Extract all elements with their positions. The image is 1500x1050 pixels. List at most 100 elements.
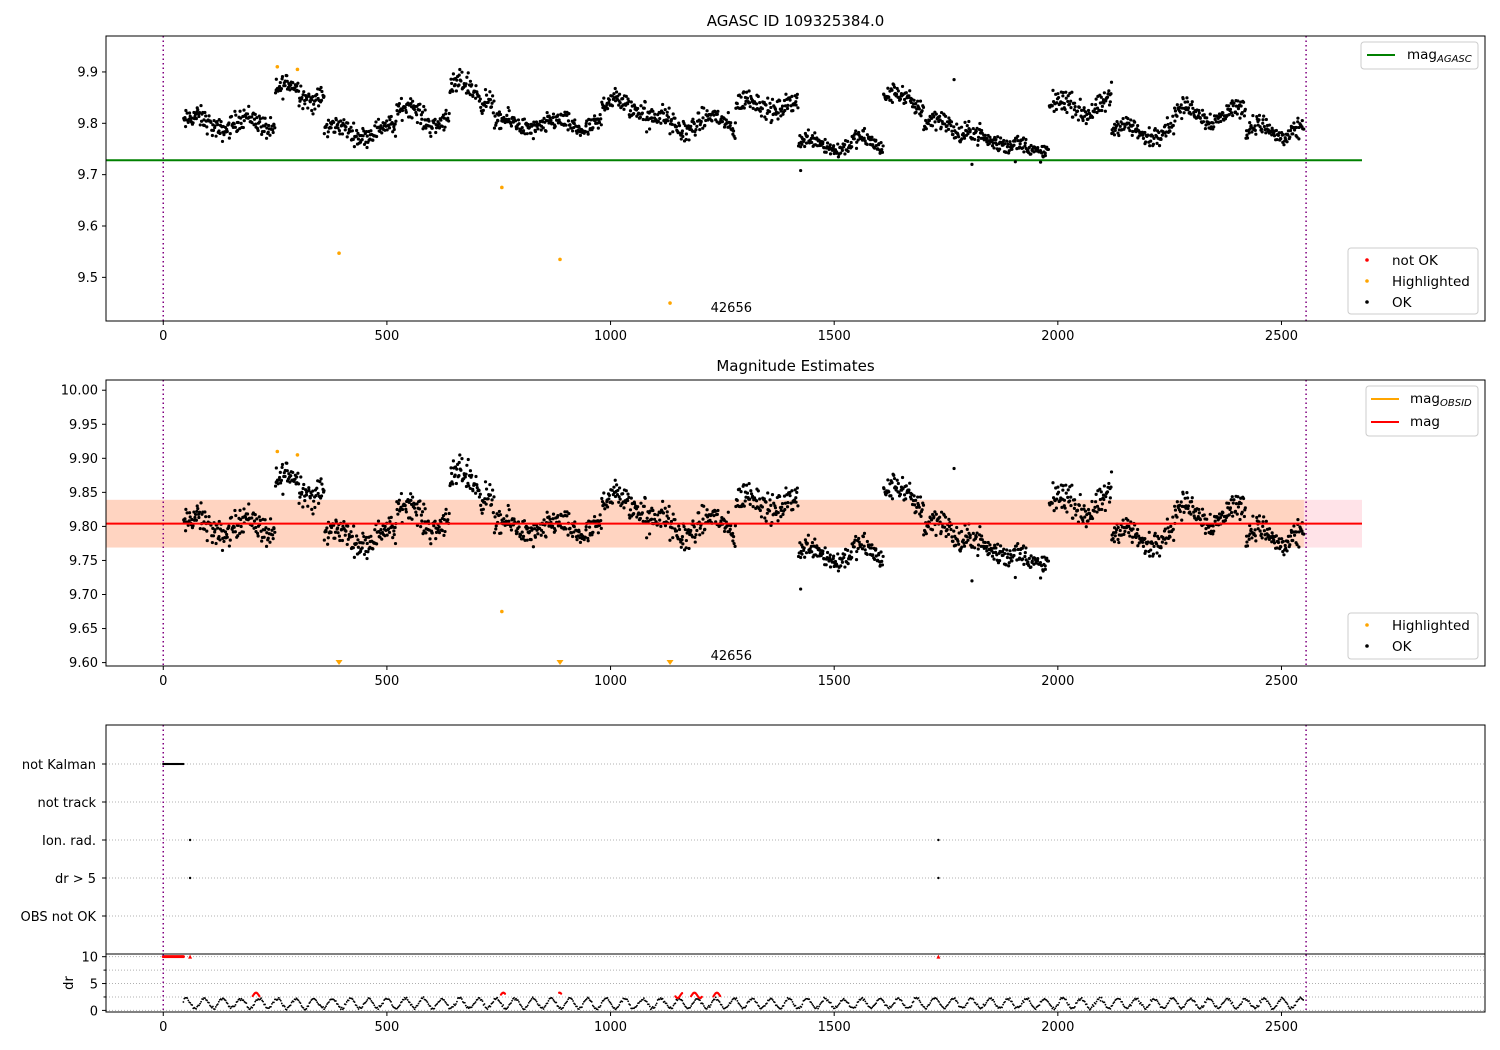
ok-point <box>663 108 667 112</box>
ok-point <box>264 526 268 530</box>
dr-point <box>236 1000 239 1003</box>
dr-point <box>189 1001 192 1004</box>
ok-point <box>395 108 399 113</box>
dr-point <box>1222 1001 1225 1004</box>
ok-point <box>773 107 778 111</box>
dr-point <box>733 997 736 1000</box>
dr-point <box>676 999 679 1002</box>
ok-point <box>681 134 685 139</box>
ok-point <box>400 118 404 123</box>
ok-point <box>785 106 790 111</box>
dr-point <box>822 1000 824 1003</box>
ok-point <box>480 511 484 515</box>
ok-point <box>241 125 245 130</box>
ok-point <box>882 487 886 491</box>
ok-point <box>628 109 633 113</box>
ok-point <box>1234 104 1238 108</box>
ok-point <box>1104 495 1108 499</box>
ok-point <box>965 129 969 133</box>
ok-point <box>1230 99 1234 103</box>
ok-point <box>993 543 997 547</box>
ok-point <box>1153 531 1157 535</box>
ok-point <box>507 109 511 113</box>
dr-point <box>746 1002 749 1004</box>
ok-point <box>336 531 340 535</box>
dr-point <box>182 1001 185 1003</box>
ok-point <box>363 538 367 542</box>
dr-point <box>735 997 738 1000</box>
ok-point <box>645 115 649 119</box>
ok-point <box>693 540 697 544</box>
ok-point <box>1157 144 1162 148</box>
dr-point <box>251 1006 254 1009</box>
ok-point <box>622 506 626 510</box>
ok-point <box>333 536 337 540</box>
y-tick-label: 9.70 <box>69 588 98 603</box>
ok-point <box>836 155 841 159</box>
dr-point <box>1231 1001 1234 1004</box>
ok-point <box>1107 103 1112 107</box>
dr-point <box>466 1005 469 1008</box>
ok-point <box>483 88 488 92</box>
ok-point <box>641 519 645 523</box>
ok-point <box>1261 524 1265 529</box>
dr-point <box>661 997 664 1000</box>
dr-point <box>706 1006 709 1009</box>
ok-point <box>1024 137 1028 142</box>
ok-point <box>1018 142 1022 146</box>
ok-point <box>762 497 766 501</box>
ok-point <box>615 483 619 487</box>
ok-point <box>860 135 864 139</box>
ok-point <box>325 526 329 530</box>
dr-point <box>711 999 714 1002</box>
ok-point <box>1107 89 1111 93</box>
ok-point <box>466 457 470 462</box>
dr-point <box>1109 1007 1112 1010</box>
ok-point <box>449 466 453 470</box>
ok-point <box>1038 576 1043 580</box>
ok-point <box>296 482 301 486</box>
dr-point <box>309 1001 312 1003</box>
dr-point <box>1184 1003 1187 1006</box>
ok-point <box>1152 544 1156 549</box>
ok-point <box>516 118 521 122</box>
ok-point <box>1226 506 1230 510</box>
ok-point <box>871 553 875 557</box>
dr-point <box>727 1004 730 1007</box>
ok-point <box>639 501 643 505</box>
ok-point <box>484 487 489 491</box>
dr-point <box>1087 1007 1090 1009</box>
ok-point <box>622 107 626 111</box>
ok-point <box>920 109 924 113</box>
dr-point <box>406 999 409 1001</box>
ok-point <box>1167 530 1171 534</box>
ok-point <box>1007 564 1011 568</box>
ok-point <box>1249 123 1253 128</box>
ok-point <box>1274 128 1278 133</box>
ok-point <box>691 519 695 523</box>
ok-point <box>278 470 282 474</box>
ok-point <box>214 541 218 546</box>
ok-point <box>605 107 610 111</box>
ok-point <box>515 125 519 130</box>
ok-point <box>420 510 425 514</box>
dr-point <box>187 999 190 1002</box>
ok-point <box>1061 484 1065 488</box>
ok-point <box>300 95 304 100</box>
ok-point <box>1087 511 1092 516</box>
ok-point <box>260 539 264 543</box>
ok-point <box>1270 126 1274 130</box>
ok-point <box>583 535 587 539</box>
dr-point <box>606 997 609 999</box>
ok-point <box>1185 96 1189 100</box>
ok-point <box>442 128 446 132</box>
ok-point <box>654 520 658 524</box>
ok-point <box>772 501 776 505</box>
ok-point <box>806 128 810 132</box>
ok-point <box>268 517 273 521</box>
ok-point <box>356 538 360 542</box>
ok-point <box>1241 100 1246 104</box>
ok-point <box>853 132 857 136</box>
dr-point <box>1047 1001 1050 1003</box>
